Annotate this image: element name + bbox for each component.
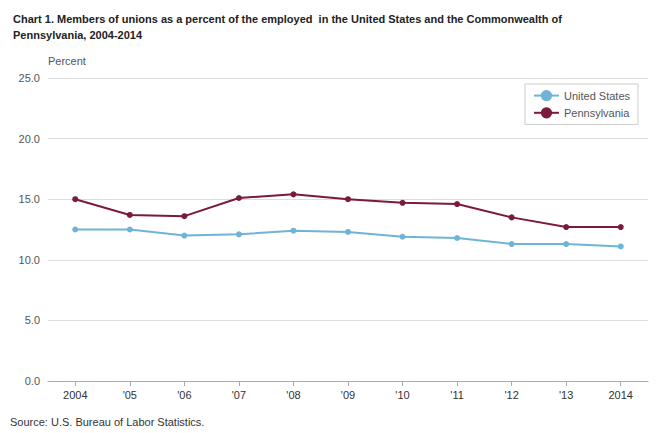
svg-text:'08: '08 bbox=[286, 389, 300, 401]
svg-text:2004: 2004 bbox=[63, 389, 87, 401]
svg-text:Pennsylvania, 2004-2014: Pennsylvania, 2004-2014 bbox=[13, 29, 143, 41]
svg-text:'07: '07 bbox=[232, 389, 246, 401]
svg-text:'09: '09 bbox=[341, 389, 355, 401]
svg-text:'12: '12 bbox=[504, 389, 518, 401]
svg-text:2014: 2014 bbox=[608, 389, 632, 401]
svg-text:0.0: 0.0 bbox=[25, 375, 40, 387]
svg-text:10.0: 10.0 bbox=[19, 254, 40, 266]
svg-text:'11: '11 bbox=[450, 389, 464, 401]
svg-text:Chart 1. Members of unions as: Chart 1. Members of unions as a percent … bbox=[13, 13, 562, 25]
svg-text:5.0: 5.0 bbox=[25, 314, 40, 326]
svg-text:Pennsylvania: Pennsylvania bbox=[564, 107, 630, 119]
svg-text:'10: '10 bbox=[395, 389, 409, 401]
svg-text:Source: U.S. Bureau of Labor S: Source: U.S. Bureau of Labor Statistics. bbox=[10, 416, 204, 428]
svg-text:15.0: 15.0 bbox=[19, 193, 40, 205]
svg-text:25.0: 25.0 bbox=[19, 72, 40, 84]
svg-text:20.0: 20.0 bbox=[19, 133, 40, 145]
svg-text:'13: '13 bbox=[559, 389, 573, 401]
svg-text:Percent: Percent bbox=[48, 55, 86, 67]
svg-text:'06: '06 bbox=[177, 389, 191, 401]
svg-text:United States: United States bbox=[564, 90, 631, 102]
svg-text:'05: '05 bbox=[123, 389, 137, 401]
